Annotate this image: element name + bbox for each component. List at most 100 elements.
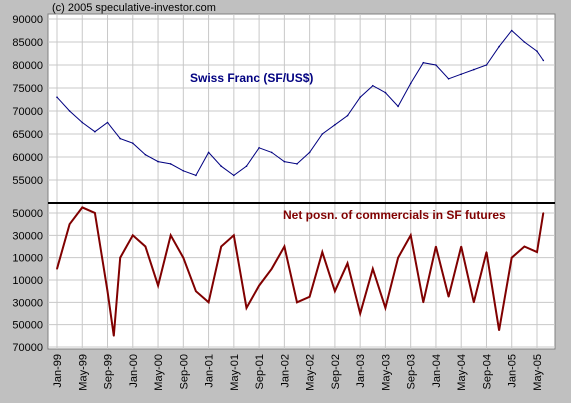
net-point [409,234,412,237]
franc-line [56,29,544,177]
x-tick-label: May-03 [380,354,392,391]
net-point [270,268,273,270]
y-tick-label: 50000 [12,208,43,220]
y-tick-label: 55000 [12,175,43,187]
net-point [384,307,387,309]
net-point [233,234,235,237]
net-point [56,268,58,270]
franc-point [119,137,121,140]
net-point [321,251,324,253]
franc-point [169,163,172,165]
chart-title-bottom: Net posn. of commercials in SF futures [283,208,506,222]
x-tick-label: Jan-00 [128,354,140,388]
franc-point [321,133,324,135]
y-tick-label: 60000 [12,152,43,164]
x-tick-label: Jan-99 [52,354,64,388]
y-axis-top-ticks: 90000 85000 80000 75000 70000 65000 60000 55000 [12,14,43,187]
franc-point [397,105,399,108]
franc-point [68,110,71,112]
net-point [510,256,513,259]
x-tick-label: Sep-01 [254,354,266,389]
franc-point [56,96,58,98]
x-tick-label: May-05 [532,354,544,391]
franc-point [447,78,450,80]
net-point [131,234,134,237]
y-tick-label: 80000 [12,60,43,72]
franc-point [510,29,513,32]
y-tick-label: 30000 [12,230,43,242]
net-point [542,212,545,214]
net-point [157,284,159,287]
x-tick-label: Jan-02 [279,354,291,388]
net-point [296,301,298,304]
franc-point [258,147,260,149]
franc-point [220,165,223,167]
net-point [371,268,374,270]
franc-point [485,64,488,66]
franc-point [182,170,185,172]
net-point [220,245,223,248]
x-tick-label: May-04 [456,354,468,391]
x-tick-label: May-00 [153,354,165,391]
franc-point [131,142,134,144]
franc-point [409,82,412,85]
net-point [94,212,96,214]
grid-bottom [48,212,555,348]
net-point [359,312,361,315]
net-point [106,290,109,292]
franc-point [195,174,197,177]
franc-point [371,84,374,87]
net-point [435,245,437,248]
net-point [144,245,147,248]
x-tick-label: Sep-02 [330,354,342,389]
franc-point [542,59,545,62]
net-point [245,307,248,309]
net-point [283,245,286,248]
franc-point [144,153,147,156]
x-tick-label: Jan-01 [204,354,216,388]
franc-point [245,165,248,167]
grid-top [48,14,555,349]
net-point [523,245,526,248]
y-tick-label: 10000 [12,275,43,287]
net-point [498,329,500,332]
franc-point [157,160,159,163]
net-point [536,251,538,253]
franc-point [233,174,235,177]
net-point [308,295,311,298]
net-point [447,295,450,298]
x-tick-label: Jan-05 [507,354,519,388]
x-tick-label: Jan-04 [431,354,443,388]
net-point [195,290,197,292]
series-swiss-franc [56,29,545,177]
series-net-position [56,206,545,337]
franc-point [384,91,387,94]
franc-point [106,121,109,124]
net-point [81,206,84,209]
x-tick-label: Sep-00 [178,354,190,389]
net-point [182,256,185,259]
y-tick-label: 90000 [12,14,43,26]
franc-point [207,151,210,154]
chart-title-top: Swiss Franc (SF/US$) [190,71,313,85]
copyright-text: (c) 2005 speculative-investor.com [52,2,216,14]
net-point [485,251,488,253]
franc-point [498,45,500,48]
franc-point [536,50,538,52]
y-tick-label: 75000 [12,83,43,95]
net-point [169,234,172,237]
x-tick-label: May-01 [229,354,241,391]
y-tick-label: 10000 [12,253,43,265]
net-point [422,301,425,304]
net-point [334,290,336,292]
x-tick-label: May-02 [305,354,317,391]
franc-point [296,163,298,165]
franc-point [94,130,96,133]
x-tick-label: May-99 [77,354,89,391]
franc-point [435,64,437,66]
net-point [397,256,399,259]
net-point [207,301,210,304]
x-axis-ticks: Jan-99 May-99 Sep-99 Jan-00 May-00 Sep-00 Jan-… [52,354,544,391]
